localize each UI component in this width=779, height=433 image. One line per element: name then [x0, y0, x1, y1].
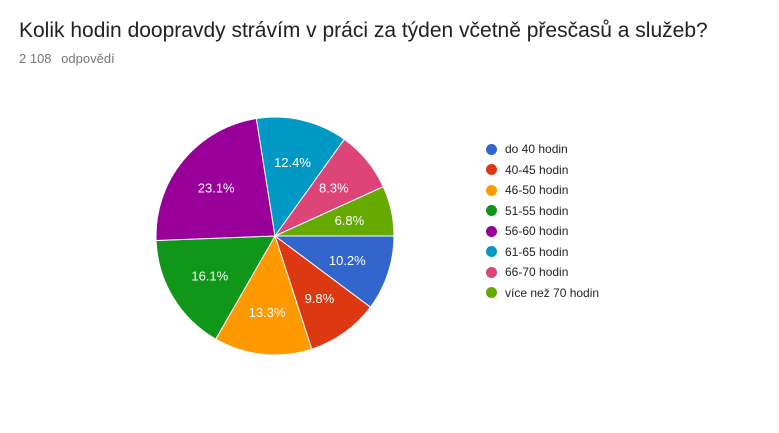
slice-label-5: 23.1%: [198, 181, 235, 196]
response-count-label: odpovědí: [61, 51, 115, 66]
slice-label-2: 9.8%: [305, 291, 335, 306]
legend-item-1[interactable]: do 40 hodin: [486, 139, 599, 160]
response-count-value: 2 108: [19, 51, 52, 66]
legend-swatch: [486, 266, 497, 278]
legend-label: 46-50 hodin: [505, 183, 569, 198]
legend-label: 51-55 hodin: [505, 203, 569, 218]
slice-label-1: 10.2%: [329, 253, 366, 268]
legend-swatch: [486, 143, 497, 155]
legend-item-6[interactable]: 61-65 hodin: [486, 242, 599, 263]
slice-label-3: 13.3%: [249, 305, 286, 320]
chart-title: Kolik hodin doopravdy strávím v práci za…: [19, 19, 708, 42]
legend-swatch: [486, 225, 497, 237]
legend-item-5[interactable]: 56-60 hodin: [486, 221, 599, 242]
pie-slice-6[interactable]: [255, 116, 346, 238]
slice-label-7: 8.3%: [319, 181, 349, 196]
legend-label: více než 70 hodin: [505, 285, 600, 300]
legend-swatch: [486, 287, 497, 299]
response-count: 2 108 odpovědí: [19, 51, 115, 66]
legend-swatch: [486, 164, 497, 176]
legend-item-4[interactable]: 51-55 hodin: [486, 201, 599, 222]
slice-label-6: 12.4%: [274, 155, 311, 170]
legend-label: 40-45 hodin: [505, 162, 569, 177]
legend-label: do 40 hodin: [505, 142, 568, 157]
slice-label-8: 6.8%: [335, 213, 365, 228]
legend-item-3[interactable]: 46-50 hodin: [486, 180, 599, 201]
pie-slice-1[interactable]: [273, 235, 395, 308]
legend-label: 66-70 hodin: [505, 265, 569, 280]
pie-slice-8[interactable]: [274, 186, 395, 237]
legend-label: 61-65 hodin: [505, 244, 569, 259]
pie-slice-2[interactable]: [274, 234, 372, 350]
slice-label-4: 16.1%: [191, 268, 228, 283]
pie-slice-4[interactable]: [155, 235, 276, 340]
pie-slice-5[interactable]: [155, 117, 276, 242]
legend-swatch: [486, 184, 497, 196]
legend-swatch: [486, 246, 497, 258]
chart-legend: do 40 hodin 40-45 hodin 46-50 hodin 51-55 h…: [486, 139, 599, 303]
pie-slice-3[interactable]: [215, 234, 313, 356]
legend-swatch: [486, 205, 497, 217]
legend-label: 56-60 hodin: [505, 224, 569, 239]
legend-item-2[interactable]: 40-45 hodin: [486, 160, 599, 181]
legend-item-8[interactable]: více než 70 hodin: [486, 283, 599, 304]
legend-item-7[interactable]: 66-70 hodin: [486, 262, 599, 283]
